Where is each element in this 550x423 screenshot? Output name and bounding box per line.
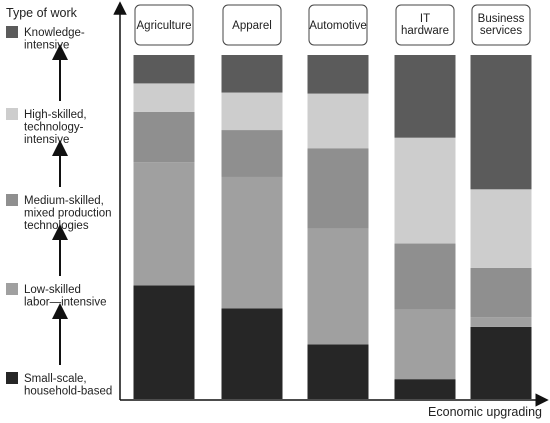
bar-segment	[307, 93, 369, 149]
bars	[133, 55, 532, 399]
legend-swatch	[6, 283, 18, 295]
legend-swatch	[6, 194, 18, 206]
category-box	[471, 4, 531, 46]
bar-segment	[394, 309, 456, 380]
bar-segment	[133, 83, 195, 112]
bar-segment	[221, 92, 283, 131]
bar-segment	[221, 176, 283, 309]
bar-segment	[307, 55, 369, 94]
legend-swatch	[6, 108, 18, 120]
category-label: IT hardware	[401, 13, 449, 37]
bar-segment	[394, 137, 456, 244]
bar-segment	[470, 55, 532, 190]
bar-segment	[470, 317, 532, 327]
bar-segment	[394, 379, 456, 399]
category-labels: Agriculture Apparel Automotive IT hardware Bu…	[134, 4, 531, 46]
category-box	[395, 4, 455, 46]
legend-label: Low-skilled labor—intensive	[24, 284, 106, 309]
legend-label: Small-scale, household-based	[24, 373, 112, 398]
legend-label: Knowledge-intensive	[24, 27, 85, 52]
bar-segment	[221, 55, 283, 93]
bar-segment	[470, 267, 532, 318]
legend-label: Medium-skilled, mixed production technolog…	[24, 195, 112, 232]
x-axis-title: Economic upgrading	[428, 405, 542, 419]
bar-segment	[133, 162, 195, 286]
legend-swatch	[6, 26, 18, 38]
category-box	[222, 4, 282, 46]
bar-segment	[221, 308, 283, 399]
bar-segment	[133, 285, 195, 399]
category-label: Agriculture	[137, 20, 192, 32]
bar-segment	[133, 55, 195, 84]
category-label: Automotive	[309, 20, 367, 32]
bar-segment	[470, 189, 532, 268]
bar-segment	[221, 130, 283, 177]
bar-segment	[133, 111, 195, 163]
bar-segment	[470, 326, 532, 399]
axes	[113, 1, 549, 407]
bar-segment	[394, 243, 456, 310]
legend: Small-scale, household-based Low-skilled la…	[6, 26, 112, 398]
bar-segment	[307, 148, 369, 229]
bar-segment	[307, 228, 369, 345]
category-box	[134, 4, 194, 46]
bar-segment	[394, 55, 456, 138]
category-label: Apparel	[232, 20, 272, 32]
bar-segment	[307, 344, 369, 399]
y-axis-title: Type of work	[6, 6, 78, 20]
legend-swatch	[6, 372, 18, 384]
legend-label: High-skilled, technology-intensive	[24, 109, 87, 146]
category-label: Business services	[478, 13, 525, 37]
category-box	[308, 4, 368, 46]
